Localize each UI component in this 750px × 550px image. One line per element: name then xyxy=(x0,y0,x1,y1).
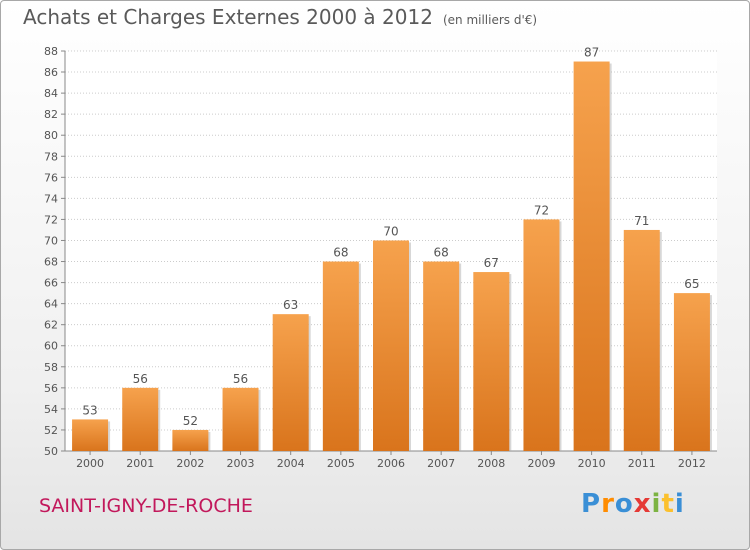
y-tick-label: 80 xyxy=(44,129,58,142)
bar xyxy=(373,240,409,451)
y-tick-label: 60 xyxy=(44,340,58,353)
x-tick-label: 2011 xyxy=(628,457,656,470)
bar xyxy=(122,387,159,451)
y-tick-label: 70 xyxy=(44,234,58,247)
bar xyxy=(573,61,610,452)
commune-name: SAINT-IGNY-DE-ROCHE xyxy=(39,495,253,517)
y-tick-label: 64 xyxy=(44,298,58,311)
bar xyxy=(523,219,560,451)
data-label: 70 xyxy=(383,224,398,238)
data-label: 63 xyxy=(283,298,298,312)
x-tick-label: 2003 xyxy=(227,457,255,470)
bar xyxy=(272,314,309,451)
data-label: 68 xyxy=(333,246,348,260)
y-tick-label: 72 xyxy=(44,213,58,226)
bar xyxy=(222,387,259,451)
x-tick-label: 2000 xyxy=(76,457,104,470)
data-label: 56 xyxy=(233,372,248,386)
x-tick-label: 2010 xyxy=(578,457,606,470)
data-label: 72 xyxy=(534,203,549,217)
y-tick-label: 52 xyxy=(44,424,58,437)
data-label: 53 xyxy=(82,403,97,417)
data-label: 52 xyxy=(183,414,198,428)
y-tick-label: 66 xyxy=(44,277,58,290)
x-tick-label: 2001 xyxy=(126,457,154,470)
data-label: 65 xyxy=(684,277,699,291)
bar xyxy=(623,229,660,451)
y-tick-label: 54 xyxy=(44,403,58,416)
y-tick-label: 56 xyxy=(44,382,58,395)
bar xyxy=(423,261,460,451)
y-tick-label: 68 xyxy=(44,256,58,269)
y-tick-label: 88 xyxy=(44,45,58,58)
data-label: 87 xyxy=(584,46,599,60)
y-tick-label: 78 xyxy=(44,150,58,163)
data-label: 71 xyxy=(634,214,649,228)
y-tick-label: 84 xyxy=(44,87,58,100)
bar xyxy=(72,419,109,451)
y-tick-label: 82 xyxy=(44,108,58,121)
y-tick-label: 58 xyxy=(44,361,58,374)
bar xyxy=(673,293,710,451)
bar xyxy=(172,429,209,451)
y-tick-label: 50 xyxy=(44,445,58,458)
y-tick-label: 74 xyxy=(44,192,58,205)
x-tick-label: 2005 xyxy=(327,457,355,470)
bar xyxy=(322,261,359,451)
data-label: 56 xyxy=(133,372,148,386)
x-tick-label: 2008 xyxy=(477,457,505,470)
x-tick-label: 2002 xyxy=(176,457,204,470)
x-tick-label: 2012 xyxy=(678,457,706,470)
proxiti-logo: Proxiti xyxy=(581,489,685,519)
data-label: 67 xyxy=(484,256,499,270)
y-tick-label: 86 xyxy=(44,66,58,79)
x-tick-label: 2004 xyxy=(277,457,305,470)
chart-title-text: Achats et Charges Externes 2000 à 2012 xyxy=(23,5,433,29)
bar xyxy=(473,272,510,451)
y-tick-label: 76 xyxy=(44,171,58,184)
y-tick-label: 62 xyxy=(44,319,58,332)
x-tick-label: 2006 xyxy=(377,457,405,470)
x-tick-label: 2007 xyxy=(427,457,455,470)
x-tick-label: 2009 xyxy=(527,457,555,470)
data-label: 68 xyxy=(434,246,449,260)
chart-unit: (en milliers d'€) xyxy=(442,13,538,27)
chart-title: Achats et Charges Externes 2000 à 2012 (e… xyxy=(23,5,537,29)
